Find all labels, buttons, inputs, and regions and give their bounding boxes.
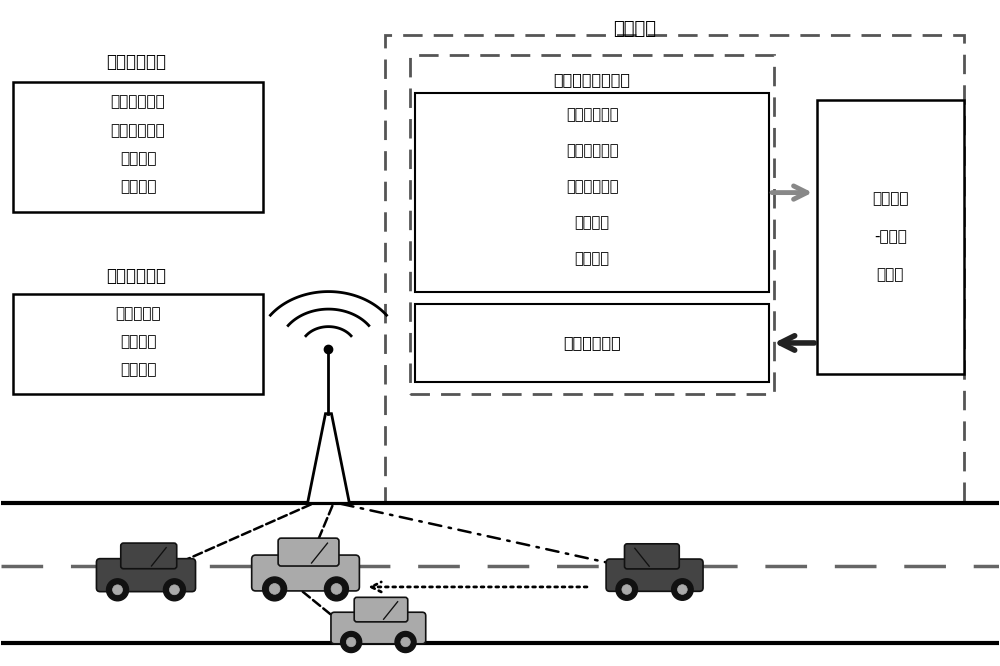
Bar [385, 35, 964, 503]
Text: 速度信息: 速度信息 [120, 180, 156, 194]
Circle shape [107, 579, 129, 601]
Text: 任务延迟函数: 任务延迟函数 [566, 143, 618, 159]
FancyBboxPatch shape [278, 538, 339, 566]
Circle shape [163, 579, 185, 601]
FancyBboxPatch shape [96, 559, 196, 591]
Circle shape [331, 583, 342, 594]
Text: 路旁系统: 路旁系统 [613, 20, 656, 38]
Text: 请求服务车辆: 请求服务车辆 [106, 53, 166, 71]
Circle shape [263, 577, 287, 601]
Text: 任务效用函数: 任务效用函数 [111, 123, 165, 138]
Circle shape [401, 637, 410, 647]
Text: 速度信息: 速度信息 [120, 362, 156, 378]
Bar [13, 82, 263, 212]
FancyBboxPatch shape [625, 544, 679, 569]
Circle shape [346, 637, 356, 647]
FancyBboxPatch shape [331, 612, 426, 644]
Circle shape [616, 579, 638, 600]
Text: 资源容量信息: 资源容量信息 [566, 179, 618, 194]
Circle shape [113, 585, 122, 595]
Text: 计算资源量: 计算资源量 [115, 306, 161, 322]
Circle shape [622, 585, 632, 594]
Text: 位置信息: 位置信息 [120, 151, 156, 166]
Circle shape [324, 577, 348, 601]
Bar [415, 93, 769, 292]
Text: 子任务间关系: 子任务间关系 [111, 95, 165, 109]
FancyBboxPatch shape [354, 597, 408, 622]
FancyBboxPatch shape [252, 555, 359, 591]
FancyBboxPatch shape [606, 559, 703, 591]
Text: 提供服务车辆: 提供服务车辆 [106, 267, 166, 285]
Circle shape [395, 631, 416, 653]
Text: -车辆匹: -车辆匹 [874, 229, 907, 244]
Text: 匹配结果广播: 匹配结果广播 [563, 336, 621, 350]
Circle shape [169, 585, 179, 595]
Bar [13, 294, 263, 394]
Text: 位置信息: 位置信息 [575, 215, 610, 230]
Bar [817, 100, 964, 374]
Text: 位置信息: 位置信息 [120, 334, 156, 350]
Text: 任务时序: 任务时序 [872, 192, 909, 206]
Text: 车辆数据收集模块: 车辆数据收集模块 [554, 73, 631, 87]
Text: 速度信息: 速度信息 [575, 251, 610, 266]
Text: 车辆任务关系: 车辆任务关系 [566, 107, 618, 123]
Text: 配决策: 配决策 [877, 267, 904, 282]
Circle shape [678, 585, 687, 594]
Circle shape [672, 579, 693, 600]
FancyBboxPatch shape [121, 543, 177, 569]
Polygon shape [308, 414, 349, 503]
Bar [415, 304, 769, 382]
Bar [410, 55, 774, 394]
Circle shape [269, 583, 280, 594]
Circle shape [341, 631, 362, 653]
